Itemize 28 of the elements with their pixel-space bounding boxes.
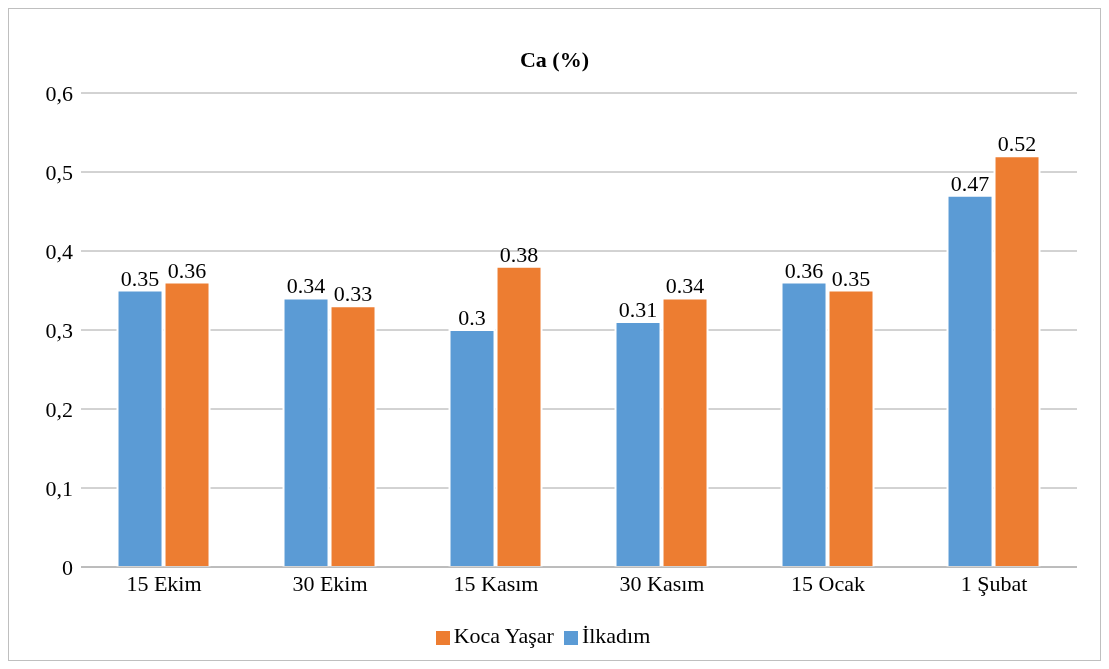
x-tick-label: 1 Şubat <box>960 570 1028 596</box>
data-label: 0.35 <box>831 265 871 291</box>
data-label: 0.52 <box>997 131 1037 157</box>
x-tick-label: 30 Kasım <box>619 570 705 596</box>
data-label: 0.3 <box>458 305 486 330</box>
x-tick-label: 30 Ekim <box>292 570 368 596</box>
data-label: 0.36 <box>784 257 824 283</box>
data-label: 0.47 <box>950 170 990 196</box>
y-tick-label: 0,1 <box>45 475 73 501</box>
data-label: 0.33 <box>333 281 373 307</box>
x-tick-label: 15 Ekim <box>126 570 202 596</box>
y-tick-label: 0,5 <box>45 159 73 185</box>
data-label: 0.35 <box>120 265 160 291</box>
legend-label: İlkadım <box>581 623 651 648</box>
data-label: 0.36 <box>167 257 207 283</box>
y-tick-label: 0,2 <box>45 396 73 422</box>
x-tick-label: 15 Ocak <box>791 570 865 596</box>
chart-title: Ca (%) <box>518 47 590 73</box>
data-label: 0.34 <box>286 273 326 299</box>
legend-label: Koca Yaşar <box>453 623 554 648</box>
x-tick-label: 15 Kasım <box>453 570 539 596</box>
y-tick-label: 0,3 <box>45 317 73 343</box>
data-label: 0.38 <box>499 241 539 267</box>
data-label: 0.31 <box>618 297 658 323</box>
y-tick-label: 0,4 <box>45 238 73 264</box>
y-tick-label: 0 <box>62 554 73 580</box>
data-label: 0.34 <box>665 273 705 299</box>
y-tick-label: 0,6 <box>45 80 73 106</box>
